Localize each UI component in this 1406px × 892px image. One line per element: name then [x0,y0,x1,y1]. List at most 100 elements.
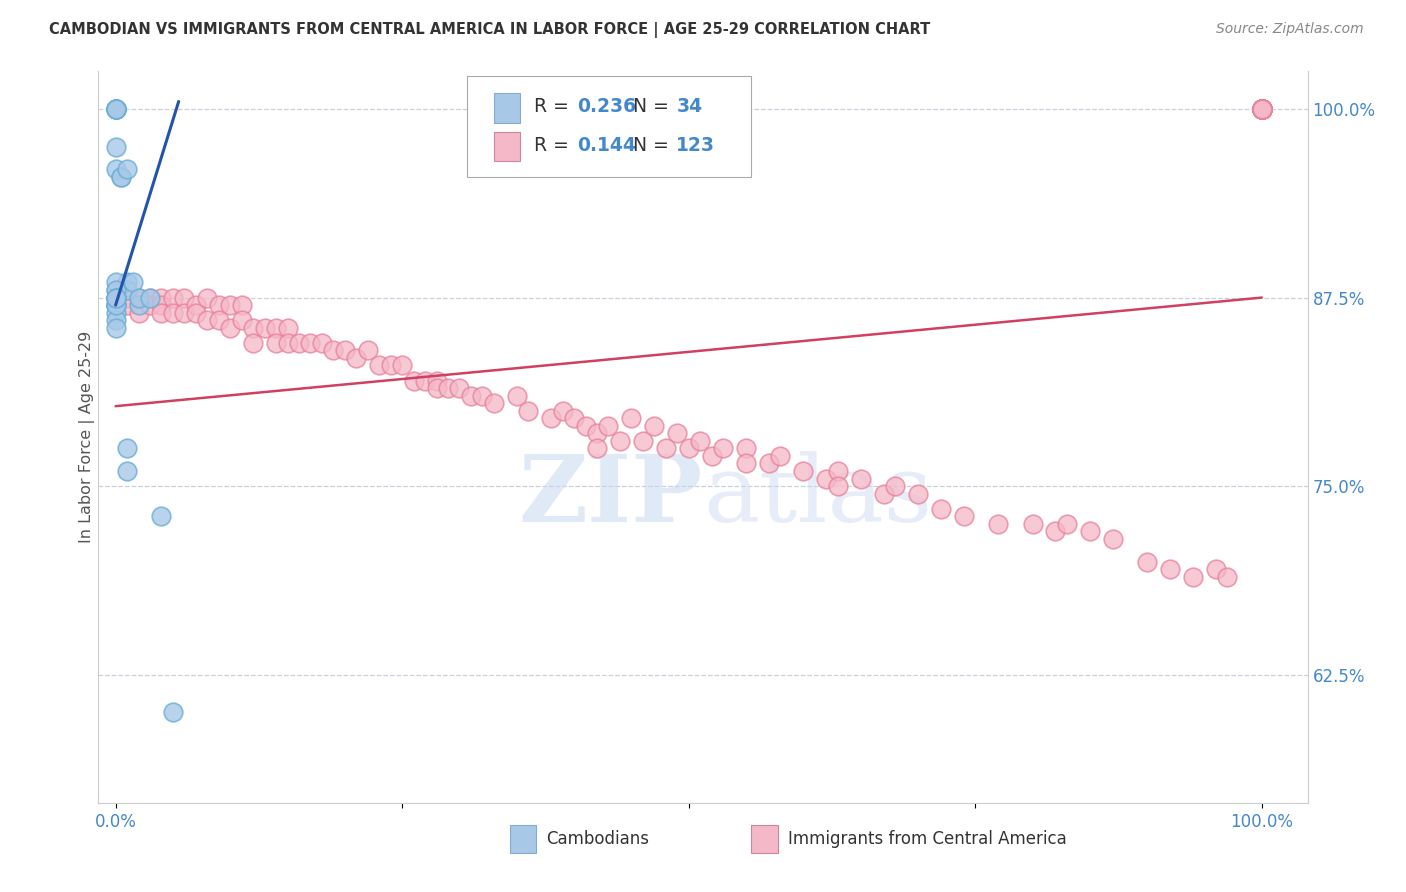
Point [758,457,780,471]
Text: R =: R = [534,136,575,155]
Point [150,509,173,524]
FancyBboxPatch shape [494,94,520,122]
Point [413,374,436,388]
Point [1250,102,1272,116]
FancyBboxPatch shape [751,825,778,853]
Point [219,298,242,312]
Point [1159,562,1181,576]
Point [104,291,127,305]
Point [121,276,143,290]
Point [242,335,264,350]
Point [1250,102,1272,116]
Point [277,320,299,334]
Point [827,479,849,493]
Point [1250,102,1272,116]
Point [907,486,929,500]
Point [425,374,447,388]
Point [1250,102,1272,116]
Point [643,418,665,433]
Point [1250,102,1272,116]
Point [815,471,838,485]
Point [115,464,138,478]
Point [128,291,150,305]
Point [195,291,218,305]
Point [115,283,138,297]
Point [150,298,173,312]
Text: 34: 34 [676,97,703,116]
Point [264,335,287,350]
Point [586,442,609,456]
Point [104,102,127,116]
Point [689,434,711,448]
Point [655,442,678,456]
Point [110,169,132,184]
Point [1136,554,1159,568]
Point [1250,102,1272,116]
Point [277,335,299,350]
Point [1250,102,1272,116]
Point [1250,102,1272,116]
Point [1250,102,1272,116]
Point [264,320,287,334]
Point [402,374,425,388]
Point [1250,102,1272,116]
Point [104,276,127,290]
Point [104,291,127,305]
Point [482,396,505,410]
Point [333,343,356,358]
Point [104,306,127,320]
Point [104,298,127,312]
Point [735,457,758,471]
Text: N =: N = [633,97,675,116]
Y-axis label: In Labor Force | Age 25-29: In Labor Force | Age 25-29 [79,331,96,543]
Point [104,102,127,116]
Point [987,516,1010,531]
Point [598,418,620,433]
Point [620,411,643,425]
Point [368,359,391,373]
Point [1021,516,1043,531]
Point [162,291,184,305]
Point [1250,102,1272,116]
Point [115,291,138,305]
Text: 0.144: 0.144 [578,136,636,155]
Point [110,169,132,184]
Point [1205,562,1227,576]
Point [792,464,814,478]
Point [1216,569,1239,583]
Point [1250,102,1272,116]
Point [299,335,322,350]
Point [678,442,700,456]
Point [1250,102,1272,116]
Text: Immigrants from Central America: Immigrants from Central America [787,830,1066,847]
Point [173,306,195,320]
Point [104,320,127,334]
Point [128,291,150,305]
Point [631,434,654,448]
Point [666,426,689,441]
Point [849,471,872,485]
Point [609,434,631,448]
Point [437,381,460,395]
Point [827,464,849,478]
Point [150,306,173,320]
Point [1250,102,1272,116]
Point [952,509,974,524]
Point [311,335,333,350]
Point [1250,102,1272,116]
Text: Source: ZipAtlas.com: Source: ZipAtlas.com [1216,22,1364,37]
Point [357,343,380,358]
Text: 0.236: 0.236 [578,97,637,116]
Point [1250,102,1272,116]
Point [872,486,894,500]
Point [471,389,494,403]
Point [1045,524,1067,539]
Point [104,283,127,297]
Point [1056,516,1078,531]
Point [115,276,138,290]
Point [1078,524,1101,539]
Point [184,306,207,320]
Point [1250,102,1272,116]
Point [574,418,596,433]
Point [711,442,734,456]
